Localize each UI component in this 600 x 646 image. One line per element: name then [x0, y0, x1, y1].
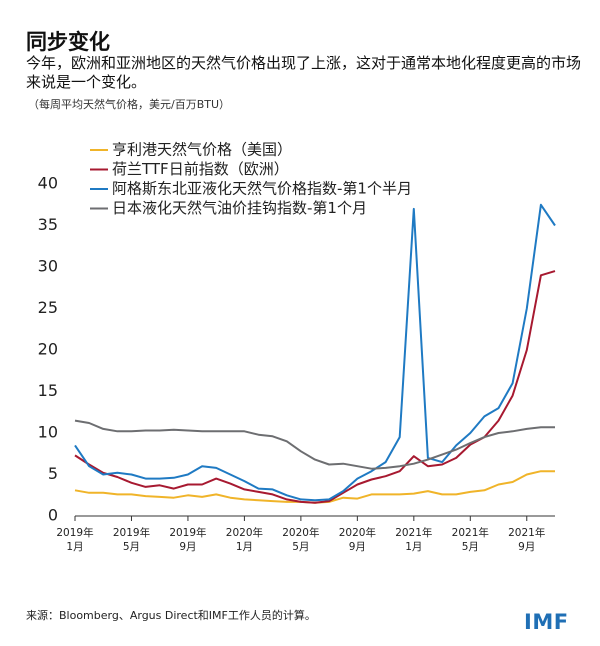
y-tick-label: 35	[38, 215, 58, 234]
x-tick-label: 2020年 1月	[225, 527, 264, 553]
y-tick-label: 15	[38, 381, 58, 400]
y-tick-label: 25	[38, 298, 58, 317]
y-tick-label: 0	[48, 506, 58, 525]
y-tick-label: 30	[38, 257, 58, 276]
x-tick-label: 2021年 1月	[395, 527, 433, 553]
x-tick-label: 2019年 5月	[112, 527, 151, 553]
x-tick-label: 2021年 9月	[508, 527, 546, 553]
source: 来源：Bloomberg、Argus Direct和IMF工作人员的计算。	[26, 609, 316, 622]
series-line	[74, 203, 556, 502]
x-tick-label: 2020年 9月	[338, 527, 376, 553]
y-tick-label: 20	[38, 340, 58, 359]
x-tick-label: 2019年 9月	[169, 527, 207, 553]
legend-label: 日本液化天然气油价挂钩指数-第1个月	[112, 199, 367, 217]
x-tick-label: 2020年 5月	[282, 527, 320, 553]
series-line	[74, 270, 556, 504]
y-tick-label: 10	[38, 423, 58, 442]
logo: IMF	[524, 610, 569, 634]
legend-label: 阿格斯东北亚液化天然气价格指数-第1个半月	[112, 180, 412, 198]
y-tick-label: 5	[48, 464, 58, 483]
x-tick-label: 2019年 1月	[56, 527, 94, 553]
legend-label: 亨利港天然气价格（美国）	[112, 141, 292, 159]
units-note: （每周平均天然气价格，美元/百万BTU）	[28, 98, 231, 111]
chart-title: 同步变化	[26, 30, 110, 54]
y-tick-label: 40	[38, 174, 58, 193]
legend-label: 荷兰TTF日前指数（欧洲）	[112, 160, 289, 178]
series-line	[74, 419, 555, 470]
x-tick-label: 2021年 5月	[451, 527, 489, 553]
chart-subtitle: 今年，欧洲和亚洲地区的天然气价格出现了上涨，这对于通常本地化程度更高的市场来说是…	[26, 54, 582, 91]
